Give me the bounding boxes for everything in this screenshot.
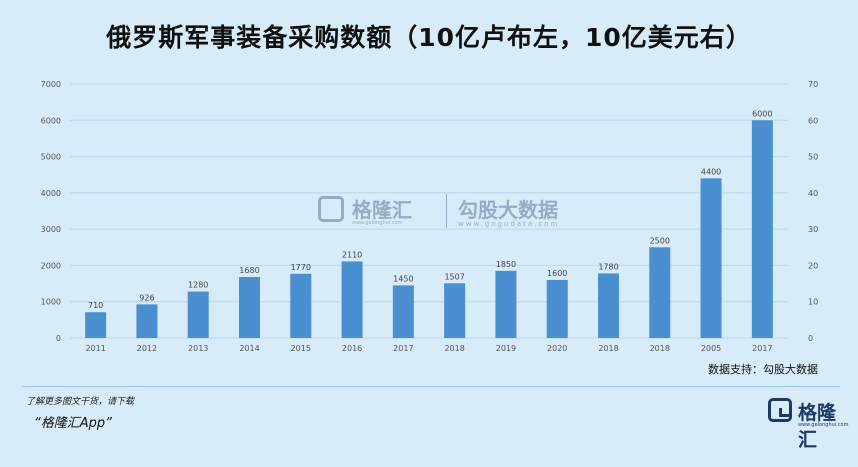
- data-label: 1600: [547, 269, 567, 278]
- x-tick-label: 2016: [342, 344, 362, 353]
- data-label: 1507: [444, 272, 464, 281]
- bar: [444, 283, 466, 338]
- y-tick-right: 60: [808, 116, 818, 125]
- data-label: 1780: [598, 262, 618, 271]
- y-tick-left: 0: [56, 334, 61, 343]
- y-tick-right: 10: [808, 298, 818, 307]
- x-tick-label: 2017: [393, 344, 413, 353]
- bar: [85, 312, 107, 338]
- bar: [598, 273, 619, 338]
- footer-note: 了解更多图文干货，请下载: [26, 397, 135, 407]
- y-tick-left: 3000: [41, 225, 61, 234]
- bar: [341, 261, 363, 338]
- y-tick-right: 20: [808, 261, 818, 270]
- x-tick-label: 2019: [496, 344, 516, 353]
- y-tick-left: 2000: [41, 261, 61, 270]
- bar: [239, 277, 260, 338]
- bar-chart: 0 1000 2000 3000 4000 5000 6000 7000 0 10 20 30 40 50…: [41, 80, 819, 353]
- data-source: 数据支持：勾股大数据: [708, 363, 818, 376]
- data-label: 6000: [752, 109, 772, 118]
- chart-title: 俄罗斯军事装备采购数额（10亿卢布左，10亿美元右）: [106, 23, 752, 52]
- watermark-brand-secondary-url: www.gogudata.com: [458, 220, 560, 228]
- x-tick-label: 2013: [188, 344, 208, 353]
- x-tick-label: 2017: [752, 344, 772, 353]
- data-label: 926: [139, 293, 154, 302]
- data-label: 1680: [239, 266, 259, 275]
- bar: [751, 120, 773, 339]
- y-tick-right: 0: [808, 334, 813, 343]
- data-label: 1280: [188, 281, 208, 290]
- logo-icon: [768, 398, 792, 422]
- bar: [546, 279, 568, 338]
- y-tick-right: 50: [808, 153, 818, 162]
- y-tick-right: 70: [808, 80, 818, 89]
- footer-app-name: “格隆汇App”: [34, 416, 112, 431]
- data-label: 4400: [701, 167, 721, 176]
- data-label: 1450: [393, 274, 413, 283]
- data-label: 1770: [291, 263, 311, 272]
- x-tick-label: 2011: [85, 344, 105, 353]
- y-tick-left: 5000: [41, 153, 61, 162]
- bar: [392, 285, 414, 338]
- watermark-brand-url: www.gelonghui.com: [352, 220, 403, 226]
- y-tick-right: 40: [808, 189, 818, 198]
- bar: [187, 291, 209, 338]
- x-tick-label: 2020: [547, 344, 567, 353]
- logo-text: 格隆汇: [798, 402, 837, 451]
- data-label: 2110: [342, 250, 362, 259]
- data-label: 2500: [650, 236, 670, 245]
- data-label: 710: [88, 301, 103, 310]
- x-tick-label: 2014: [239, 344, 259, 353]
- watermark-divider: [446, 194, 447, 228]
- bar: [700, 178, 722, 338]
- x-tick-label: 2005: [701, 344, 721, 353]
- x-tick-label: 2018: [444, 344, 464, 353]
- y-tick-right: 30: [808, 225, 818, 234]
- watermark-brand-secondary: 勾股大数据: [458, 198, 558, 222]
- x-tick-label: 2012: [137, 344, 157, 353]
- x-tick-label: 2015: [291, 344, 311, 353]
- bar: [290, 273, 312, 338]
- bar: [649, 247, 671, 338]
- y-tick-left: 7000: [41, 80, 61, 89]
- x-tick-label: 2018: [650, 344, 670, 353]
- y-tick-left: 6000: [41, 116, 61, 125]
- footer-divider: [22, 386, 840, 387]
- x-tick-label: 2018: [598, 344, 618, 353]
- y-tick-left: 4000: [41, 189, 61, 198]
- bar: [495, 270, 517, 338]
- bar: [136, 304, 158, 338]
- watermark-brand: 格隆汇: [352, 198, 412, 222]
- logo-url: www.gelonghui.com: [798, 422, 849, 428]
- data-label: 1850: [496, 260, 516, 269]
- brand-logo: 格隆汇 www.gelonghui.com: [768, 396, 849, 451]
- y-tick-left: 1000: [41, 298, 61, 307]
- watermark-logo-icon: [318, 196, 344, 222]
